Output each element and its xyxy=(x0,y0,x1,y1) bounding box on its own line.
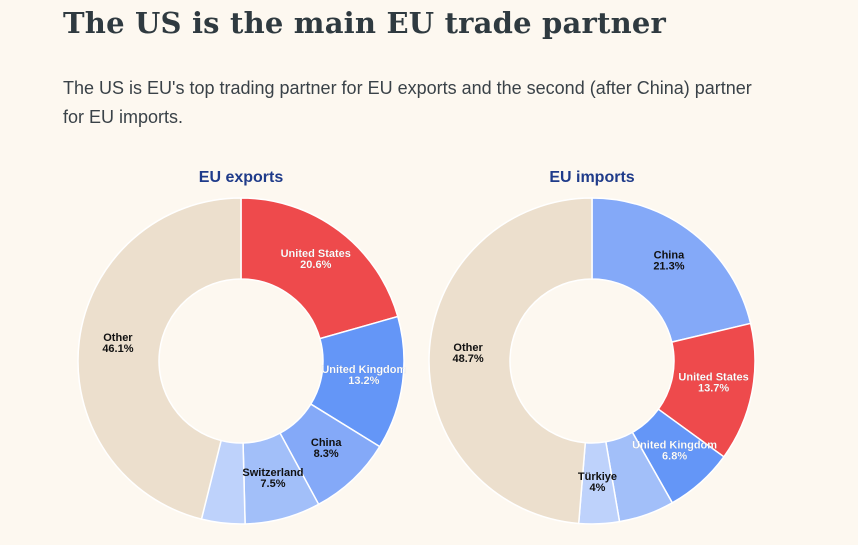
slice-label-other: Other 48.7% xyxy=(453,342,484,365)
slice-label-united-states: United States 20.6% xyxy=(281,248,351,271)
slice-label-name: China xyxy=(654,250,685,262)
slice-label-name: United Kingdom xyxy=(321,364,406,376)
chart-title: EU exports xyxy=(199,169,284,186)
slice-label-value: 13.2% xyxy=(348,375,379,387)
slice-label-value: 7.5% xyxy=(260,478,285,490)
chart-title: EU imports xyxy=(549,169,634,186)
slice-label-china: China 8.3% xyxy=(311,437,342,460)
slice-label-name: United Kingdom xyxy=(632,439,717,451)
slice-other xyxy=(428,197,593,525)
slice-label-name: Other xyxy=(103,332,133,344)
slice-other xyxy=(77,197,242,521)
slice-label-value: 48.7% xyxy=(453,353,484,365)
slice-label-value: 13.7% xyxy=(698,382,729,394)
slice-label-china: China 21.3% xyxy=(653,250,685,273)
slice-label-switzerland: Switzerland 7.5% xyxy=(242,467,303,490)
slice-label-value: 20.6% xyxy=(300,259,331,271)
slice-label-name: Other xyxy=(453,342,483,354)
slice-label-value: 46.1% xyxy=(102,343,133,355)
slice-label-value: 21.3% xyxy=(653,261,684,273)
slice-label-t-rkiye: Türkiye 4% xyxy=(578,471,617,494)
slice-label-name: Switzerland xyxy=(242,467,303,479)
slice-label-value: 4% xyxy=(589,482,605,494)
slice-label-united-states: United States 13.7% xyxy=(678,371,748,394)
slice-label-united-kingdom: United Kingdom 13.2% xyxy=(321,364,406,387)
slice-label-name: China xyxy=(311,437,342,449)
slice-united-states xyxy=(240,197,399,340)
slice-label-united-kingdom: United Kingdom 6.8% xyxy=(632,439,717,462)
slice-china xyxy=(591,197,752,344)
slice-label-other: Other 46.1% xyxy=(102,332,133,355)
donut-chart-eu-exports: EU exports United States 20.6% United Kingd… xyxy=(77,169,407,525)
slice-label-value: 8.3% xyxy=(314,448,339,460)
slice-label-value: 6.8% xyxy=(662,450,687,462)
slice-label-name: United States xyxy=(281,248,351,260)
slice-label-name: Türkiye xyxy=(578,471,617,483)
page-subtitle: The US is EU's top trading partner for E… xyxy=(63,78,752,127)
slice-label-name: United States xyxy=(678,371,748,383)
page-title: The US is the main EU trade partner xyxy=(63,6,667,40)
